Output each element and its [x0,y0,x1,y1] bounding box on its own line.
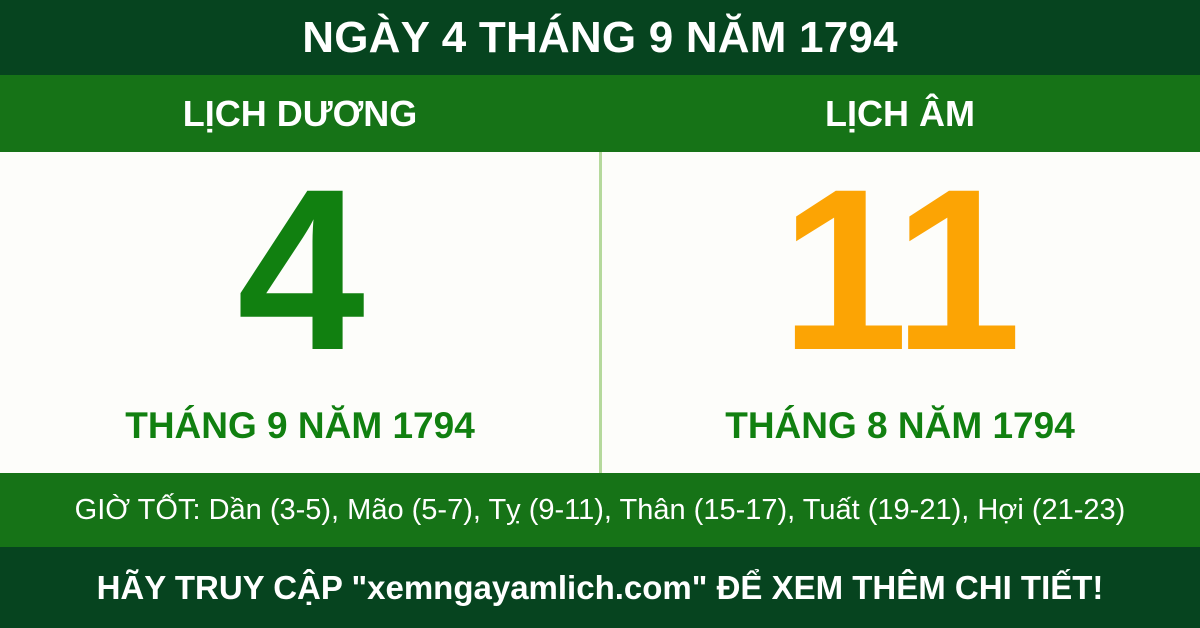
page-title: NGÀY 4 THÁNG 9 NĂM 1794 [302,12,898,62]
solar-month-year-label: THÁNG 9 NĂM 1794 [125,405,475,446]
solar-calendar-label: LỊCH DƯƠNG [182,92,418,134]
lunar-calendar-header: LỊCH ÂM [600,92,1200,134]
solar-calendar-header: LỊCH DƯƠNG [0,92,600,134]
solar-date-panel: 4 THÁNG 9 NĂM 1794 [0,152,600,473]
good-hours-text: GIỜ TỐT: Dần (3-5), Mão (5-7), Tỵ (9-11)… [74,493,1126,526]
footer-bar: HÃY TRUY CẬP "xemngayamlich.com" ĐỂ XEM … [0,547,1200,628]
lunar-calendar-label: LỊCH ÂM [825,92,975,134]
header-bar: NGÀY 4 THÁNG 9 NĂM 1794 [0,0,1200,75]
lunar-date-panel: 11 THÁNG 8 NĂM 1794 [600,152,1200,473]
footer-promo-text: HÃY TRUY CẬP "xemngayamlich.com" ĐỂ XEM … [96,569,1104,606]
lunar-month-year-label: THÁNG 8 NĂM 1794 [725,405,1075,446]
good-hours-bar: GIỜ TỐT: Dần (3-5), Mão (5-7), Tỵ (9-11)… [0,473,1200,547]
calendar-type-bar: LỊCH DƯƠNG LỊCH ÂM [0,75,1200,152]
solar-day-number: 4 [237,140,365,398]
panel-divider [599,152,602,473]
calendar-body: 4 THÁNG 9 NĂM 1794 11 THÁNG 8 NĂM 1794 [0,152,1200,473]
lunar-day-number: 11 [780,140,1021,398]
